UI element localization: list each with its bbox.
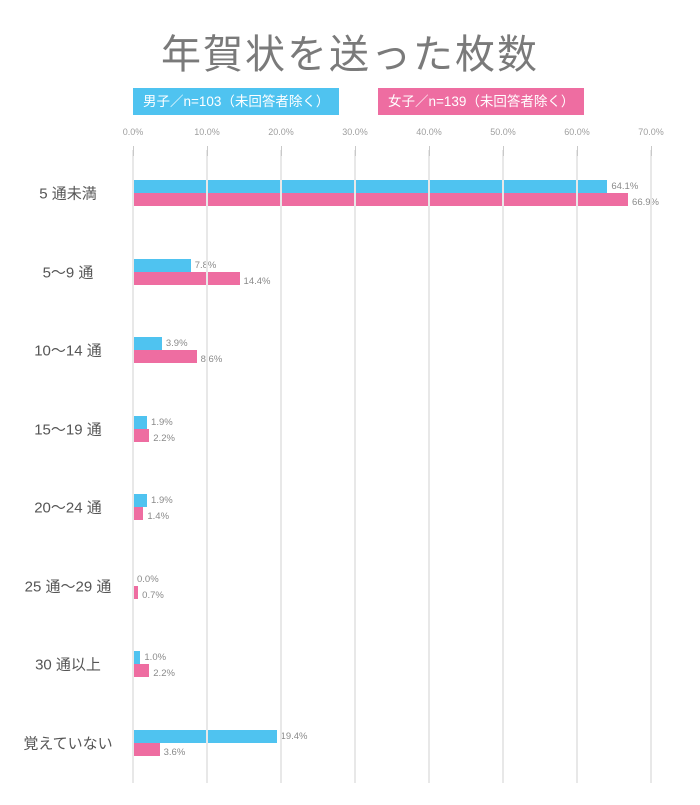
female-bar-line: 8.6%: [133, 350, 651, 365]
male-bar-line: 7.8%: [133, 258, 651, 272]
male-bar: [133, 415, 148, 429]
gridline: [650, 150, 652, 783]
female-value-label: 2.2%: [153, 668, 175, 679]
female-bar-line: 2.2%: [133, 664, 651, 679]
chart-row: 25 通〜29 通 0.0% 0.7%: [25, 573, 651, 601]
tick-mark: [207, 146, 208, 156]
chart-row: 覚えていない 19.4% 3.6%: [23, 729, 651, 758]
male-bar-line: 3.9%: [133, 337, 651, 350]
tick-mark: [281, 146, 282, 156]
legend-female: 女子／n=139（未回答者除く）: [378, 88, 585, 115]
male-bar-line: 0.0%: [133, 573, 651, 586]
x-tick-label: 10.0%: [194, 127, 220, 137]
female-bar-line: 66.9%: [133, 193, 659, 208]
female-bar: [133, 428, 150, 442]
legend-male: 男子／n=103（未回答者除く）: [133, 88, 340, 115]
category-label: 20〜24 通: [34, 499, 102, 517]
female-bar: [133, 742, 160, 756]
female-bar: [133, 271, 240, 285]
female-bar-line: 14.4%: [133, 271, 651, 287]
male-value-label: 0.0%: [137, 573, 159, 585]
category-label: 10〜14 通: [34, 342, 102, 360]
x-tick-label: 50.0%: [490, 127, 516, 137]
gridline: [576, 150, 578, 783]
female-bar: [133, 507, 144, 520]
female-value-label: 14.4%: [243, 275, 271, 287]
male-value-label: 1.9%: [151, 416, 173, 428]
male-bar-line: 1.9%: [133, 494, 651, 507]
tick-mark: [133, 146, 134, 156]
x-tick-label: 20.0%: [268, 127, 294, 137]
tick-mark: [429, 146, 430, 156]
tick-mark: [577, 146, 578, 156]
male-value-label: 1.9%: [151, 495, 173, 506]
female-bar: [133, 664, 150, 677]
female-value-label: 0.7%: [142, 589, 164, 601]
category-label: 5〜9 通: [42, 264, 94, 281]
gridline: [428, 150, 430, 783]
chart-title: 年賀状を送った枚数: [161, 33, 539, 77]
female-bar-line: 3.6%: [133, 742, 651, 758]
male-bar-line: 19.4%: [133, 729, 651, 743]
tick-mark: [355, 146, 356, 156]
female-bar-line: 0.7%: [133, 585, 651, 601]
male-value-label: 19.4%: [280, 730, 308, 742]
female-value-label: 2.2%: [153, 432, 175, 444]
category-label: 25 通〜29 通: [24, 578, 112, 595]
x-tick-label: 0.0%: [122, 127, 144, 137]
chart-row: 20〜24 通 1.9% 1.4%: [34, 494, 651, 522]
gridline: [206, 150, 208, 783]
chart-row: 10〜14 通 3.9% 8.6%: [34, 337, 651, 365]
female-value-label: 8.6%: [200, 354, 223, 365]
chart-row: 30 通以上 1.0% 2.2%: [35, 651, 651, 679]
female-bar: [133, 585, 139, 599]
male-value-label: 7.8%: [195, 260, 217, 271]
tick-mark: [651, 146, 652, 156]
chart-row: 5 通未満 64.1% 66.9%: [39, 180, 659, 208]
tick-mark: [503, 146, 504, 156]
male-bar: [133, 337, 162, 350]
category-label: 15〜19 通: [34, 421, 102, 438]
bar-rows: 5 通未満 64.1% 66.9% 5〜9 通 7.8% 14.4% 10〜14…: [23, 180, 659, 783]
male-bar: [133, 180, 608, 193]
chart-row: 5〜9 通 7.8% 14.4%: [43, 258, 651, 287]
female-bar: [133, 193, 629, 206]
female-bar-line: 2.2%: [133, 428, 651, 444]
male-value-label: 3.9%: [165, 338, 188, 349]
female-bar: [133, 350, 197, 363]
male-bar: [133, 651, 141, 664]
female-value-label: 1.4%: [147, 511, 170, 522]
male-bar-line: 64.1%: [133, 180, 651, 193]
male-value-label: 64.1%: [611, 181, 639, 192]
chart-row: 15〜19 通 1.9% 2.2%: [34, 415, 651, 444]
plot-area: 5 通未満 64.1% 66.9% 5〜9 通 7.8% 14.4% 10〜14…: [23, 146, 659, 783]
male-value-label: 1.0%: [144, 652, 167, 663]
gridline: [354, 150, 356, 783]
female-value-label: 66.9%: [632, 197, 659, 208]
x-tick-label: 40.0%: [416, 127, 442, 137]
female-value-label: 3.6%: [163, 746, 186, 758]
x-tick-label: 70.0%: [638, 127, 664, 137]
category-label: 5 通未満: [39, 185, 97, 203]
male-bar: [133, 258, 191, 272]
male-bar-line: 1.9%: [133, 415, 651, 429]
x-tick-label: 30.0%: [342, 127, 368, 137]
female-bar-line: 1.4%: [133, 507, 651, 522]
category-label: 覚えていない: [23, 735, 113, 752]
male-bar-line: 1.0%: [133, 651, 651, 664]
gridline: [132, 150, 134, 783]
gridline: [502, 150, 504, 783]
x-axis: 0.0% 10.0% 20.0% 30.0% 40.0% 50.0% 60.0% 70.0%: [123, 127, 664, 141]
category-label: 30 通以上: [35, 656, 101, 674]
male-bar: [133, 729, 277, 743]
male-bar: [133, 494, 148, 507]
x-tick-label: 60.0%: [564, 127, 590, 137]
gridline: [280, 150, 282, 783]
